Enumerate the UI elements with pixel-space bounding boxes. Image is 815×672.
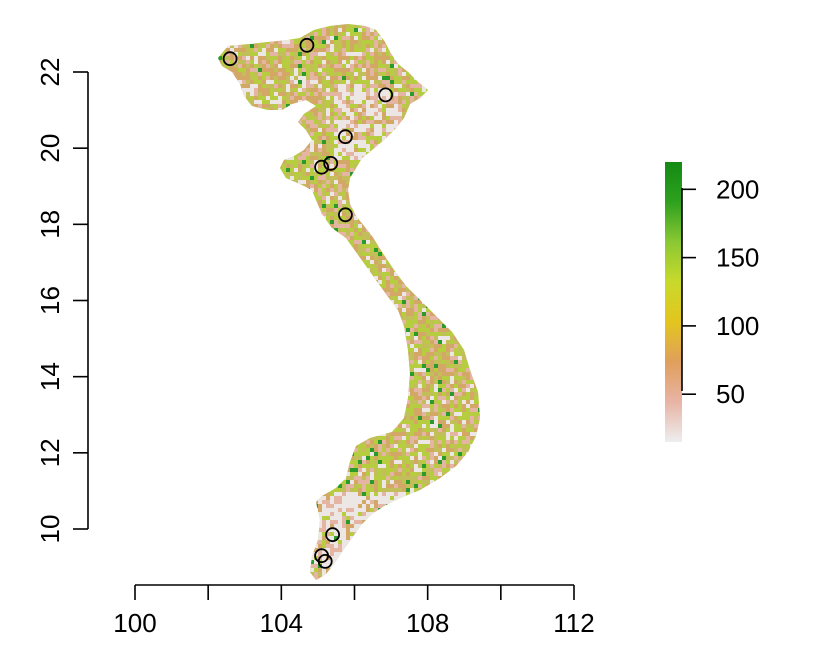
legend-tick-label: 200 — [716, 174, 759, 204]
y-tick-label: 12 — [35, 438, 65, 467]
x-axis: 100 104 108 112 — [113, 584, 595, 638]
country-raster — [218, 24, 480, 580]
x-tick-label: 104 — [260, 608, 303, 638]
site-marker — [314, 159, 330, 175]
legend-colorbar — [665, 162, 682, 442]
raster-pixels — [218, 24, 480, 580]
site-marker — [317, 554, 333, 569]
site-marker — [325, 527, 341, 543]
site-marker — [337, 129, 353, 145]
legend-tick-label: 100 — [716, 311, 759, 341]
site-marker — [299, 37, 315, 53]
x-tick-label: 108 — [406, 608, 449, 638]
y-axis: 10 12 14 16 18 20 22 — [35, 58, 89, 544]
site-marker — [222, 51, 238, 67]
y-tick-label: 20 — [35, 134, 65, 163]
y-tick-label: 10 — [35, 515, 65, 544]
x-tick-label: 100 — [113, 608, 156, 638]
legend-tick-label: 150 — [716, 243, 759, 273]
x-tick-label: 112 — [553, 608, 594, 638]
site-marker — [378, 87, 394, 103]
y-tick-label: 14 — [35, 362, 65, 391]
legend-tick-label: 50 — [716, 379, 745, 409]
y-tick-label: 16 — [35, 286, 65, 315]
site-marker — [337, 207, 353, 223]
site-marker — [323, 155, 339, 171]
y-tick-label: 18 — [35, 210, 65, 239]
color-legend: 50 100 150 200 — [665, 162, 759, 442]
y-tick-label: 22 — [35, 58, 65, 87]
site-markers — [222, 37, 394, 569]
